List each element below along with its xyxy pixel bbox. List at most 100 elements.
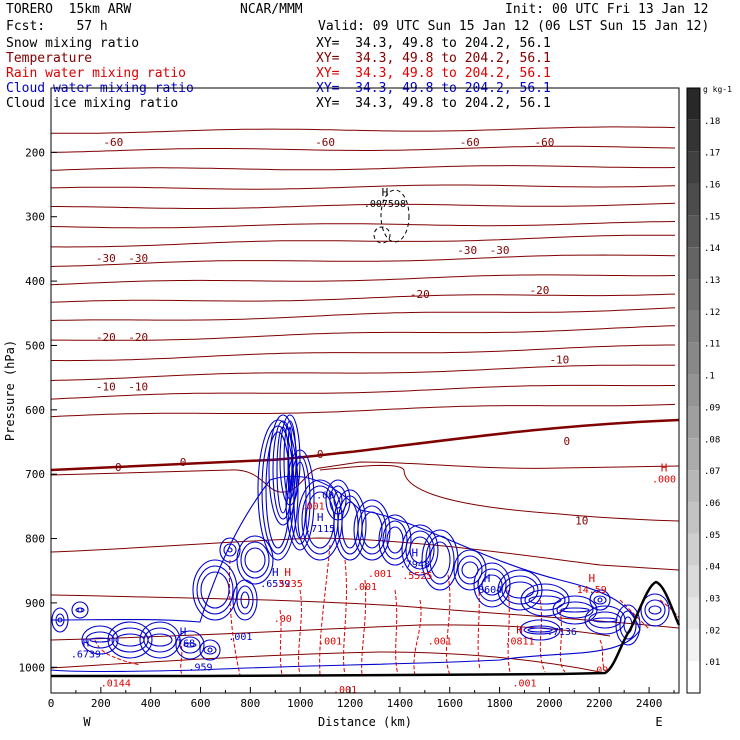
colorbar-segment (687, 406, 700, 439)
temperature-label: -60 (103, 136, 123, 149)
cloud-water-contour (429, 541, 451, 579)
cloud-water-contour (329, 485, 347, 515)
y-tick-label: 500 (25, 339, 45, 352)
cloud-water-contour (640, 593, 670, 627)
extremum-value: .5525 (402, 571, 432, 582)
cloud-water-contour (501, 575, 539, 605)
temperature-label: 10 (575, 514, 588, 527)
cloud-water-contour (139, 621, 181, 659)
cloud-water-contour (89, 637, 111, 643)
extremum-marker: H (588, 572, 595, 585)
colorbar-tick-label: .16 (704, 181, 720, 191)
field-xy-rain: XY= 34.3, 49.8 to 204.2, 56.1 (316, 66, 551, 81)
extremum-value: .001 (353, 582, 377, 593)
rain-contour (507, 589, 511, 673)
temperature-label: -10 (549, 353, 569, 366)
colorbar-frame (686, 87, 701, 694)
extremum-marker: H (516, 624, 523, 637)
isotherm-line (50, 184, 676, 190)
y-axis-title: Pressure (hPa) (3, 340, 17, 441)
field-name-temperature: Temperature (6, 51, 93, 66)
colorbar-segment (687, 597, 700, 630)
x-tick-label: 0 (48, 697, 55, 710)
cloud-water-contour (223, 543, 237, 557)
temperature-label: -60 (460, 136, 480, 149)
cloud-water-contour (236, 585, 254, 615)
temperature-label: -30 (96, 252, 116, 265)
y-tick-label: 800 (25, 533, 45, 546)
colorbar-tick-label: .17 (704, 149, 720, 159)
rain-contour (599, 639, 606, 671)
temperature-label: -10 (96, 381, 116, 394)
temperature-label: -20 (128, 331, 148, 344)
extremum-value: .7136 (547, 627, 577, 638)
plot-frame (50, 87, 680, 694)
extremum-value: .5235 (273, 579, 303, 590)
cloud-water-contour (519, 619, 561, 641)
east-label: E (655, 715, 662, 729)
cloud-water-contour (556, 601, 594, 619)
extremum-value: .959 (188, 662, 212, 673)
temperature-label: -60 (534, 136, 554, 149)
y-tick-label: 600 (25, 404, 45, 417)
colorbar-segment (687, 183, 700, 216)
colorbar-segment (687, 342, 700, 375)
field-xy-snow: XY= 34.3, 49.8 to 204.2, 56.1 (316, 36, 551, 51)
extremum-value: .001 (228, 632, 252, 643)
cloud-water-contour (593, 595, 607, 605)
colorbar-segment (687, 470, 700, 502)
temperature-label: 0 (180, 456, 187, 469)
cloud-water-contour (179, 636, 201, 654)
x-tick-label: 800 (240, 697, 260, 710)
cloud-water-contour (240, 591, 250, 609)
extremum-marker: H (83, 637, 90, 650)
isotherm-line (51, 234, 675, 248)
isotherm-line (51, 325, 676, 341)
extremum-value: .007598 (364, 199, 406, 210)
extremum-value: .00 (274, 614, 292, 625)
x-tick-label: 1400 (387, 697, 414, 710)
colorbar-segment (687, 565, 700, 598)
cloud-water-contour (527, 627, 553, 633)
colorbar-tick-label: .02 (704, 626, 720, 636)
rain-contour (619, 599, 651, 631)
cloud-water-contour (592, 617, 618, 623)
cloud-water-contour (405, 530, 435, 570)
cloud-water-contour (409, 536, 431, 564)
init-time: Init: 00 UTC Fri 13 Jan 12 (505, 2, 709, 17)
colorbar-unit: g kg-1 (703, 85, 732, 94)
colorbar-tick-label: .03 (704, 594, 720, 604)
rain-contour (298, 589, 302, 676)
cloud-water-contour (77, 607, 83, 613)
cloud-water-contour (244, 547, 266, 573)
extremum-value: .0811 (504, 637, 534, 648)
cloud-water-contour (75, 607, 85, 613)
cloud-water-contour (257, 419, 299, 561)
isotherm-line (50, 384, 675, 400)
extremum-value: .001 (318, 637, 342, 648)
extremum-value: .6539 (260, 579, 290, 590)
colorbar-segment (687, 279, 700, 311)
colorbar-segment (687, 501, 700, 534)
rain-contour (659, 599, 680, 619)
colorbar-segment (687, 119, 700, 152)
terrain-line (51, 580, 681, 678)
extremum-marker: H (484, 572, 491, 585)
colorbar-segment (687, 374, 700, 407)
colorbar: .01 .02 .03 .04 .05 .06 .07 .08 .09 .1 .11 .12 .13 .1… (686, 85, 732, 694)
isotherm-line (50, 145, 676, 153)
temperature-label: 0 (115, 461, 122, 474)
colorbar-segment (687, 310, 700, 343)
rain-contour (394, 589, 399, 676)
extremum-value: .00 (316, 491, 334, 502)
temperature-label: 0 (317, 448, 324, 461)
x-axis-title: Distance (km) (318, 715, 412, 729)
extremum-value: .001 (428, 637, 452, 648)
extremum-value: .09 (590, 666, 608, 677)
isotherm-line (50, 293, 676, 303)
isotherm-line (50, 274, 676, 286)
extremum-value: .7948 (400, 559, 430, 570)
x-tick-label: 2200 (586, 697, 613, 710)
cloud-water-contour (203, 645, 217, 655)
cloud-water-contour (333, 489, 367, 561)
